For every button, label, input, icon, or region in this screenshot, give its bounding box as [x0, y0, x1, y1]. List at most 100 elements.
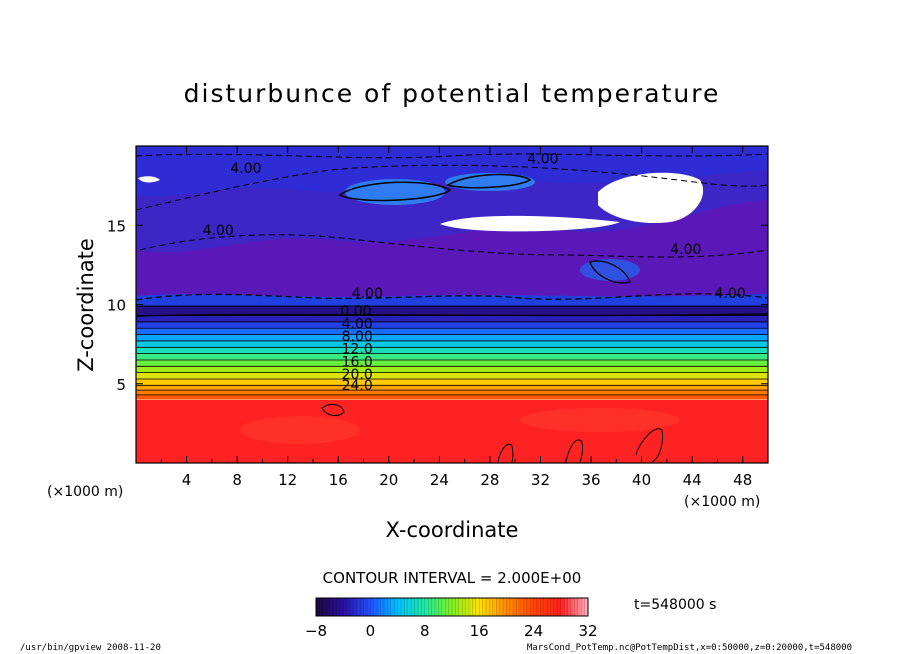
- contour-label: 24.0: [342, 378, 373, 394]
- colorbar-cell: [394, 598, 398, 616]
- colorbar-cell: [547, 598, 551, 616]
- missing-data-patch-center: [440, 215, 620, 232]
- colorbar-cell: [486, 598, 490, 616]
- contour-interval-text: CONTOUR INTERVAL = 2.000E+00: [323, 569, 582, 587]
- contour-labels: 4.004.004.004.004.00 4.000.004.008.0012.0…: [203, 151, 746, 394]
- x-tick-label: 12: [278, 471, 297, 489]
- contour-upper-dashed-2: [136, 164, 768, 211]
- colorbar-cell: [377, 598, 381, 616]
- contour-lower-blob-1: [321, 404, 345, 416]
- colorbar-cell: [520, 598, 524, 616]
- colorbar-tick-label: 8: [420, 622, 430, 640]
- colorbar-cell: [475, 598, 480, 616]
- colorbar-cell: [343, 598, 347, 616]
- colorbar-cell: [567, 598, 572, 616]
- contour-lower-blob-3: [565, 439, 584, 463]
- colorbar-stripes: [315, 597, 589, 617]
- y-tick-label: 10: [107, 297, 126, 315]
- band-fill: [136, 385, 768, 391]
- band-fill: [136, 353, 768, 360]
- colorbar-cell: [384, 598, 388, 616]
- contour-upper-dashed-3: [139, 234, 768, 258]
- colorbar-cell: [533, 598, 538, 616]
- x-tick-label: 28: [480, 471, 499, 489]
- colorbar-cell: [414, 598, 419, 616]
- colorbar-cell: [564, 598, 568, 616]
- contour-lower-blob-4: [635, 428, 663, 463]
- contour-label: 4.00: [714, 286, 745, 302]
- colorbar-cell: [550, 598, 555, 616]
- lower-warm-patch-2: [520, 408, 680, 432]
- colorbar-cell: [428, 598, 432, 616]
- colorbar-cell: [435, 598, 439, 616]
- contour-lower-blob-2: [497, 443, 514, 463]
- band-fill: [136, 394, 768, 400]
- colorbar-cell: [506, 598, 511, 616]
- colorbar-cell: [346, 598, 351, 616]
- colorbar-cell: [448, 598, 453, 616]
- colorbar-cell: [584, 598, 589, 616]
- x-unit-left: (×1000 m): [47, 484, 123, 500]
- colorbar-cell: [319, 598, 324, 616]
- colorbar-cell: [489, 598, 494, 616]
- colorbar-cell: [543, 598, 548, 616]
- contour-solid-pocket-a: [338, 181, 452, 202]
- x-axis: 4 8 12 16 20 24 28 32 36 40 44 48: [160, 146, 752, 489]
- y-tick-label: 15: [107, 217, 126, 235]
- x-tick-label: 48: [733, 471, 752, 489]
- contour-label: 4.00: [230, 161, 261, 177]
- colorbar-cell: [557, 598, 562, 616]
- chart-title: disturbunce of potential temperature: [184, 79, 721, 108]
- colorbar-cell: [431, 598, 436, 616]
- contour-label: 4.00: [203, 223, 234, 239]
- x-unit-right: (×1000 m): [684, 494, 760, 510]
- colorbar-cell: [577, 598, 582, 616]
- colorbar-cell: [373, 598, 378, 616]
- colorbar-cell: [363, 598, 368, 616]
- colorbar-cell: [516, 598, 521, 616]
- colorbar-cell: [418, 598, 422, 616]
- colorbar-cell: [397, 598, 402, 616]
- colorbar-cell: [496, 598, 500, 616]
- x-tick-label: 32: [531, 471, 550, 489]
- colorbar-cell: [441, 598, 446, 616]
- colorbar-cell: [537, 598, 541, 616]
- colorbar-cell: [333, 598, 337, 616]
- x-tick-label: 8: [232, 471, 242, 489]
- colorbar-tick-label: 0: [366, 622, 376, 640]
- missing-data-patch-left: [138, 176, 160, 183]
- colorbar-tick-label: 16: [470, 622, 489, 640]
- colorbar-cell: [326, 598, 330, 616]
- x-tick-label: 44: [683, 471, 702, 489]
- colorbar-cell: [574, 598, 579, 616]
- colorbar-cell: [513, 598, 517, 616]
- colorbar-cell: [469, 598, 473, 616]
- colorbar-cell: [356, 598, 361, 616]
- contour-label: 0.00: [340, 304, 371, 320]
- contour-label: 16.0: [342, 354, 373, 370]
- contour-label: 4.00: [670, 242, 701, 258]
- contour-solid-pocket-c: [589, 260, 631, 284]
- contour-label: 4.00: [527, 151, 558, 167]
- colorbar-cell: [390, 598, 395, 616]
- band-fill: [136, 334, 768, 341]
- x-tick-label: 20: [379, 471, 398, 489]
- colorbar-cell: [438, 598, 443, 616]
- band-fill: [136, 366, 768, 373]
- colorbar-cell: [353, 598, 358, 616]
- colorbar-cell: [421, 598, 426, 616]
- colorbar-cell: [387, 598, 392, 616]
- x-tick-label: 36: [581, 471, 600, 489]
- contour-label: 12.0: [342, 342, 373, 358]
- upper-cold-region: [136, 146, 768, 196]
- colorbar-cell: [472, 598, 477, 616]
- missing-data-patch-right: [598, 172, 704, 224]
- contour-label: 8.00: [342, 329, 373, 345]
- lower-layer-fill: [136, 400, 768, 463]
- colorbar-tick-label: 32: [578, 622, 597, 640]
- x-tick-label: 4: [182, 471, 192, 489]
- band-fill: [136, 390, 768, 395]
- colorbar-cell: [424, 598, 429, 616]
- colorbar-cell: [316, 598, 320, 616]
- colorbar-ticks: −8 0 8 16 24 32: [305, 622, 598, 640]
